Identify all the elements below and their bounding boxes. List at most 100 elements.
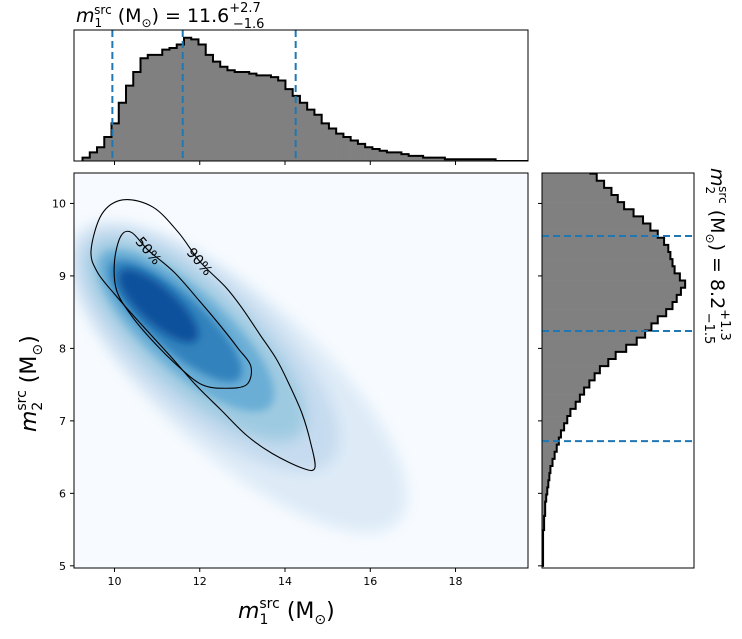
- top-marginal-title: m1src (M⊙) = 11.6+2.7 −1.6: [76, 1, 264, 32]
- right-hist-bar: [542, 216, 644, 224]
- right-hist-bar: [542, 244, 669, 253]
- right-hist-bar: [542, 230, 658, 239]
- top-hist-bar: [423, 157, 431, 161]
- top-hist-bar: [198, 44, 207, 161]
- top-hist-bar: [394, 152, 402, 161]
- x-tick-label: 10: [107, 575, 121, 588]
- right-hist-bar: [542, 430, 561, 438]
- right-hist-bar: [542, 294, 677, 303]
- right-hist-bar: [542, 480, 549, 488]
- top-hist-bar: [256, 75, 264, 161]
- right-hist-bar: [542, 444, 557, 453]
- top-hist-bar: [147, 54, 156, 161]
- right-hist-bar: [542, 501, 546, 510]
- right-hist-bar: [542, 373, 595, 381]
- right-hist-bar: [542, 187, 612, 196]
- top-hist-bar: [227, 70, 236, 161]
- right-quantile-lines: [542, 235, 694, 443]
- x-tick-label: 14: [278, 575, 292, 588]
- top-hist-bar: [191, 39, 199, 161]
- top-hist-bar: [111, 123, 120, 161]
- top-hist-bar: [263, 75, 272, 161]
- right-hist-bar: [542, 423, 565, 431]
- right-hist-bar: [542, 394, 580, 403]
- top-hist-bar: [379, 150, 388, 161]
- top-hist-bar: [401, 154, 409, 161]
- right-marginal-title: m2src(M⊙)= 8.2+1.3−1.5: [701, 168, 732, 344]
- right-hist-bar: [542, 323, 652, 331]
- right-hist-bar: [542, 252, 671, 260]
- right-hist-bar: [542, 287, 681, 296]
- joint-density-heatmap: [74, 221, 408, 534]
- right-hist-bar: [542, 259, 673, 267]
- right-hist-bar: [542, 194, 618, 203]
- y-tick-label: 10: [52, 197, 66, 210]
- top-hist-bar: [140, 58, 149, 161]
- contour-50: [113, 230, 252, 389]
- right-hist-bar: [542, 380, 590, 388]
- top-hist-bar: [118, 102, 127, 161]
- top-hist-outline: [81, 36, 528, 161]
- top-hist-bar: [372, 149, 380, 161]
- top-hist-bar: [321, 123, 330, 161]
- top-hist-bar: [133, 71, 141, 161]
- right-hist-bar: [542, 408, 571, 417]
- right-hist-bar: [542, 309, 667, 317]
- top-panel-frame: [73, 29, 529, 162]
- top-hist-bar: [82, 157, 91, 161]
- top-hist-bar: [234, 71, 243, 161]
- joint-x-label: m1src (M⊙): [238, 596, 335, 628]
- top-hist-bar: [408, 155, 417, 161]
- top-histogram: [81, 36, 528, 161]
- right-hist-bar: [542, 273, 680, 281]
- right-histogram: [542, 117, 687, 567]
- top-hist-bar: [386, 152, 395, 161]
- top-hist-bar: [97, 147, 105, 161]
- x-tick-label: 16: [363, 575, 377, 588]
- right-hist-bar: [542, 223, 651, 231]
- top-hist-bar: [270, 77, 279, 161]
- top-hist-bar: [328, 128, 337, 161]
- y-tick-label: 6: [59, 487, 66, 500]
- top-hist-bar: [336, 133, 344, 161]
- right-hist-bar: [542, 487, 548, 495]
- right-hist-bar: [542, 344, 627, 353]
- top-hist-bar: [430, 157, 438, 161]
- top-hist-bar: [292, 95, 301, 161]
- top-hist-bar: [241, 71, 250, 161]
- top-hist-bar: [220, 66, 228, 161]
- right-hist-bar: [542, 145, 571, 152]
- top-hist-bar: [183, 37, 192, 161]
- right-hist-bar: [542, 280, 686, 288]
- right-hist-bar: [542, 523, 545, 531]
- y-tick-label: 5: [59, 560, 66, 573]
- right-hist-bar: [542, 180, 605, 189]
- right-hist-bar: [542, 515, 545, 524]
- top-hist-bar: [343, 137, 351, 161]
- right-hist-bar: [542, 458, 553, 467]
- top-hist-bar: [437, 157, 446, 161]
- right-hist-bar: [542, 351, 616, 360]
- right-hist-bar: [542, 202, 625, 210]
- right-hist-bar: [542, 316, 658, 324]
- right-hist-bar: [542, 330, 646, 338]
- joint-y-label: m2src(M⊙): [14, 335, 46, 432]
- right-hist-bar: [542, 301, 673, 310]
- y-tick-label: 9: [59, 270, 66, 283]
- top-hist-bar: [299, 102, 308, 161]
- right-hist-bar: [542, 416, 568, 424]
- right-hist-bar: [542, 473, 550, 481]
- y-tick-label: 8: [59, 342, 66, 355]
- right-hist-bar: [542, 159, 584, 166]
- right-hist-bar: [542, 266, 675, 274]
- right-hist-bar: [542, 437, 559, 445]
- top-hist-bar: [176, 44, 185, 161]
- right-hist-bar: [542, 465, 551, 474]
- right-hist-bar: [542, 117, 547, 124]
- top-hist-bar: [357, 143, 366, 161]
- top-hist-bar: [205, 54, 214, 161]
- top-hist-bar: [162, 49, 170, 161]
- joint-panel-frame: [73, 172, 529, 569]
